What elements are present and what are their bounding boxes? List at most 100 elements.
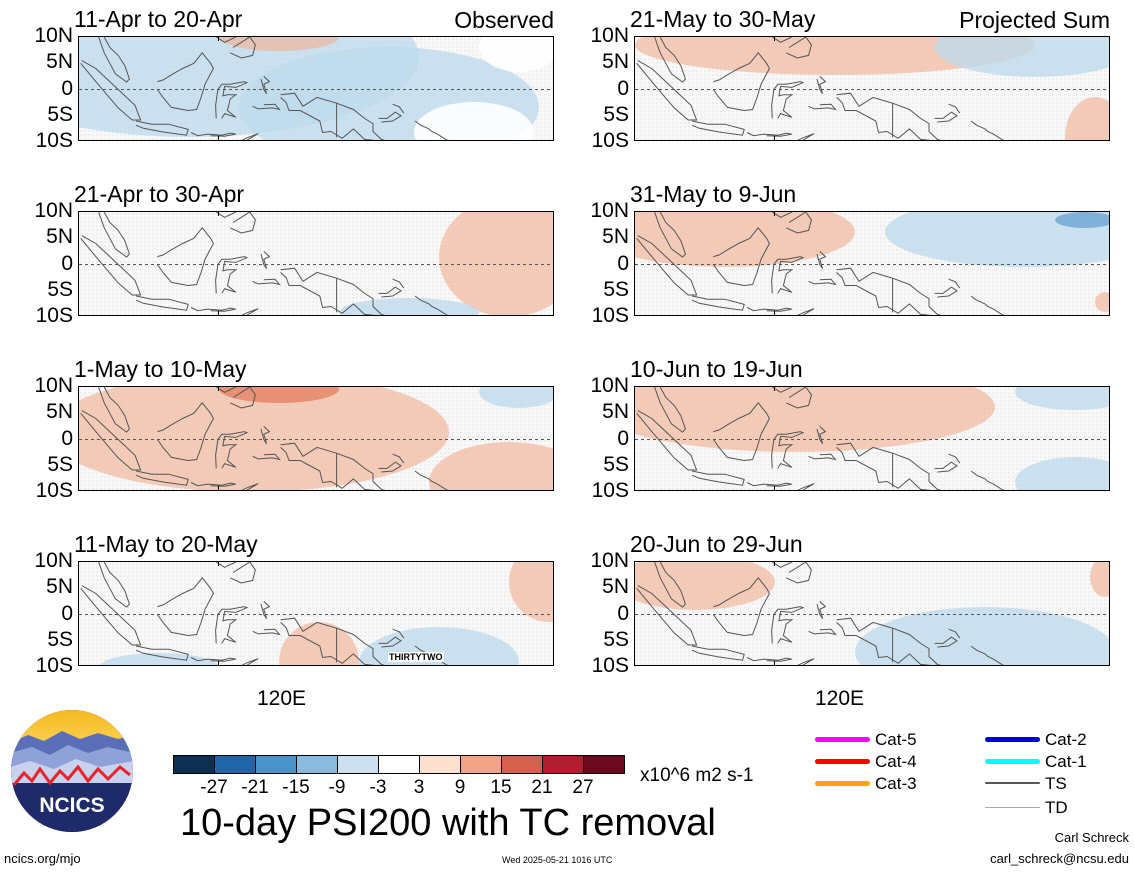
anomaly-contour — [414, 102, 534, 140]
y-axis-label: 0 — [61, 602, 73, 625]
y-axis-label: 10N — [34, 199, 73, 222]
y-axis-label: 5N — [46, 50, 73, 73]
anomaly-contour — [279, 622, 359, 665]
anomaly-contour — [429, 442, 553, 490]
coastline — [771, 37, 793, 43]
coastline — [816, 601, 827, 619]
colorbar-label: -9 — [328, 777, 346, 798]
coastline — [771, 606, 805, 644]
coastline — [80, 235, 142, 296]
panel-title: 20-Jun to 29-Jun — [630, 531, 803, 557]
coastline — [190, 132, 236, 137]
anomaly-contour — [935, 37, 1109, 77]
tc-name-label: THIRTYTWO — [388, 652, 444, 662]
colorbar-swatch — [501, 755, 543, 774]
coastline — [785, 212, 812, 234]
coastline — [934, 286, 958, 298]
colorbar-label: -21 — [241, 777, 269, 798]
coastline — [190, 482, 236, 487]
coastline — [746, 307, 792, 312]
x-tick-120e — [774, 661, 775, 666]
colorbar-swatch — [460, 755, 502, 774]
y-axis-label: 5N — [46, 400, 73, 423]
x-tick-120e — [218, 211, 219, 216]
colorbar-swatch — [337, 755, 379, 774]
coastline — [215, 606, 249, 644]
coastline — [215, 37, 237, 43]
coastline — [636, 585, 698, 646]
panel-tag: Projected Sum — [959, 7, 1110, 33]
coastline — [785, 562, 812, 584]
coastline — [948, 278, 961, 289]
y-axis-label: 10S — [35, 654, 73, 677]
coastline — [414, 470, 449, 490]
y-axis-label: 10N — [34, 24, 73, 47]
anomaly-contour — [439, 212, 553, 315]
coastline — [378, 461, 402, 473]
coastline — [280, 442, 386, 490]
coastline — [934, 636, 958, 648]
coastline — [836, 617, 942, 665]
colorbar-label: 3 — [413, 777, 425, 798]
coastline — [392, 453, 405, 464]
anomaly-contour — [1090, 562, 1109, 597]
legend-line — [985, 806, 1040, 808]
x-tick-120e — [774, 386, 775, 391]
anomaly-contour — [219, 387, 339, 403]
coastline — [771, 562, 793, 568]
y-axis-label: 10N — [590, 24, 629, 47]
legend-label: TD — [1045, 798, 1068, 817]
coastline — [80, 60, 142, 121]
coastline — [252, 103, 281, 111]
coastline — [970, 120, 1005, 140]
coastline — [215, 431, 249, 469]
coastline — [636, 410, 698, 471]
coastline — [771, 81, 805, 119]
coastline — [135, 295, 189, 311]
coastline — [252, 278, 281, 286]
coastline — [712, 51, 770, 112]
y-axis-label: 5N — [602, 575, 629, 598]
anomaly-contour — [855, 607, 1109, 665]
footer-url: ncics.org/mjo — [4, 851, 81, 866]
y-axis-label: 10S — [35, 479, 73, 502]
x-axis-label-right: 120E — [815, 687, 865, 710]
y-axis-label: 10S — [591, 654, 629, 677]
colorbar-swatch — [378, 755, 420, 774]
coastline — [378, 636, 402, 648]
x-axis-label-left: 120E — [257, 687, 307, 710]
coastline — [190, 657, 236, 662]
y-axis-label: 5N — [602, 50, 629, 73]
coastline — [797, 133, 815, 140]
coastline — [636, 235, 698, 296]
colorbar-label: -15 — [282, 777, 310, 798]
coastline — [156, 576, 214, 637]
footer-email: carl_schreck@ncsu.edu — [990, 851, 1129, 866]
coastline — [414, 120, 449, 140]
coastline — [135, 470, 189, 486]
legend-label: Cat-2 — [1045, 730, 1087, 749]
coastline — [636, 60, 698, 121]
anomaly-contour — [635, 212, 855, 267]
legend-line — [985, 736, 1040, 742]
legend-line — [815, 736, 870, 742]
y-axis-label: 5N — [46, 225, 73, 248]
coastline — [808, 453, 837, 461]
colorbar-swatch — [419, 755, 461, 774]
coastline — [241, 658, 259, 665]
coastline — [241, 483, 259, 490]
y-axis-label: 10S — [591, 479, 629, 502]
coastline — [970, 470, 1005, 490]
y-axis-label: 10N — [590, 549, 629, 572]
y-axis-label: 0 — [617, 77, 629, 100]
coastline — [771, 256, 805, 294]
colorbar-swatch — [583, 755, 625, 774]
anomaly-contour — [1015, 387, 1109, 410]
coastline — [746, 482, 792, 487]
coastline — [785, 387, 812, 409]
coastline — [836, 442, 942, 490]
coastline — [808, 628, 837, 636]
y-axis-label: 0 — [61, 427, 73, 450]
anomaly-contour — [99, 653, 219, 665]
x-tick-120e — [218, 136, 219, 141]
